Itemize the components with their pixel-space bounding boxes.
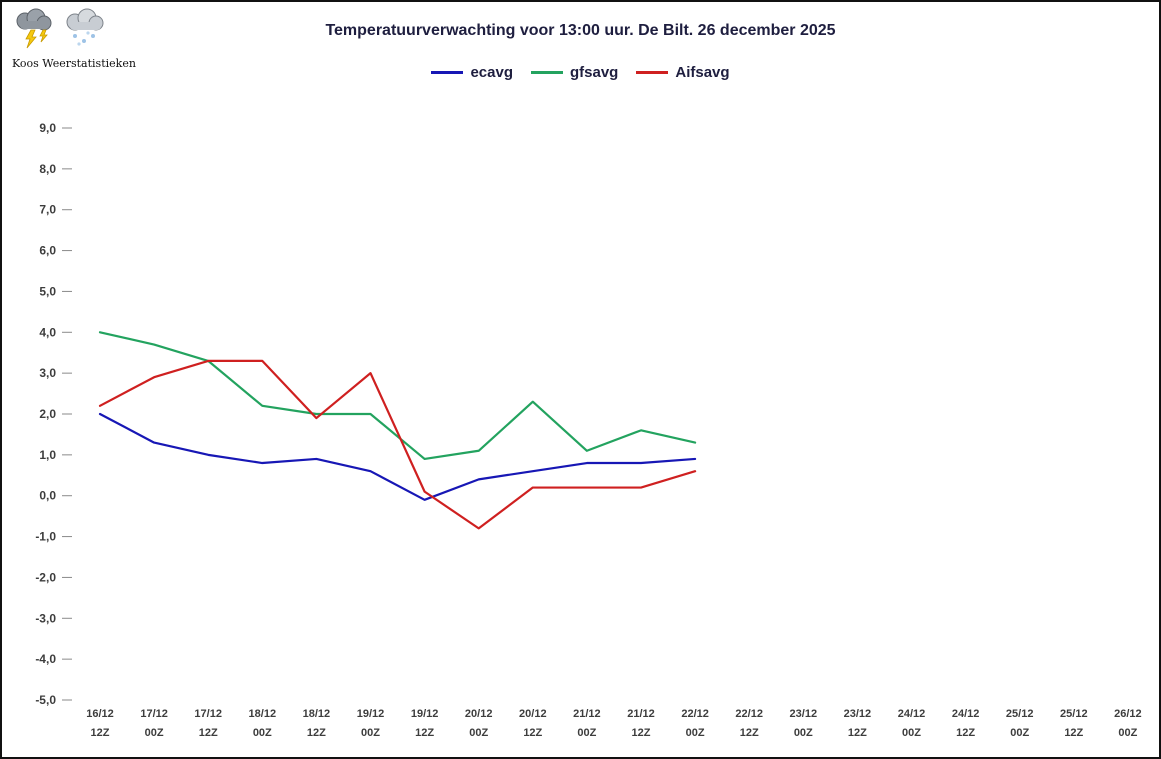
x-tick-label: 22/12 12Z: [735, 708, 763, 739]
y-tick-label: -4,0: [35, 652, 56, 666]
snow-cloud-icon: [62, 8, 108, 55]
x-tick-label: 24/12 00Z: [898, 708, 926, 739]
y-tick-label: -3,0: [35, 611, 56, 625]
x-tick-label: 21/12 00Z: [573, 708, 601, 739]
y-tick-label: -2,0: [35, 570, 56, 584]
chart-legend: ecavg gfsavg Aifsavg: [2, 64, 1159, 81]
x-tick-label: 23/12 12Z: [844, 708, 872, 739]
legend-label-gfsavg: gfsavg: [570, 64, 619, 81]
y-tick-label: 2,0: [39, 407, 56, 421]
legend-item-aifsavg: Aifsavg: [636, 64, 730, 81]
y-tick-label: 6,0: [39, 244, 56, 258]
x-tick-label: 17/12 00Z: [140, 708, 168, 739]
y-tick-label: 1,0: [39, 448, 56, 462]
series-line-gfsavg: [98, 331, 697, 461]
y-tick-label: 4,0: [39, 325, 56, 339]
series-line-ecavg: [98, 412, 697, 501]
y-tick-label: 3,0: [39, 366, 56, 380]
x-tick-label: 21/12 12Z: [627, 708, 655, 739]
y-tick-label: -5,0: [35, 693, 56, 707]
x-tick-label: 23/12 00Z: [790, 708, 818, 739]
logo-icons: [12, 8, 142, 55]
x-tick-label: 17/12 12Z: [194, 708, 222, 739]
x-tick-label: 19/12 00Z: [357, 708, 385, 739]
x-tick-label: 18/12 12Z: [303, 708, 331, 739]
logo: Koos Weerstatistieken: [12, 8, 142, 70]
legend-label-ecavg: ecavg: [470, 64, 513, 81]
legend-label-aifsavg: Aifsavg: [675, 64, 730, 81]
legend-item-ecavg: ecavg: [431, 64, 513, 81]
y-tick-label: 8,0: [39, 162, 56, 176]
series-line-Aifsavg: [98, 359, 697, 530]
legend-swatch-aifsavg: [636, 71, 669, 74]
chart-title: Temperatuurverwachting voor 13:00 uur. D…: [325, 22, 836, 39]
x-tick-label: 25/12 12Z: [1060, 708, 1088, 739]
y-tick-label: 9,0: [39, 121, 56, 135]
x-tick-label: 25/12 00Z: [1006, 708, 1034, 739]
storm-cloud-icon: [12, 8, 56, 55]
legend-item-gfsavg: gfsavg: [531, 64, 618, 81]
y-tick-label: 5,0: [39, 284, 56, 298]
x-tick-label: 26/12 00Z: [1114, 708, 1142, 739]
x-tick-label: 22/12 00Z: [681, 708, 709, 739]
legend-swatch-ecavg: [431, 71, 464, 74]
x-tick-label: 20/12 00Z: [465, 708, 493, 739]
legend-swatch-gfsavg: [531, 71, 563, 74]
y-tick-label: -1,0: [35, 530, 56, 544]
x-tick-label: 24/12 12Z: [952, 708, 980, 739]
y-tick-label: 7,0: [39, 203, 56, 217]
x-tick-label: 20/12 12Z: [519, 708, 547, 739]
x-tick-label: 16/12 12Z: [86, 708, 114, 739]
x-tick-label: 18/12 00Z: [249, 708, 277, 739]
logo-text: Koos Weerstatistieken: [12, 57, 136, 70]
x-tick-label: 19/12 12Z: [411, 708, 439, 739]
y-tick-label: 0,0: [39, 489, 56, 503]
